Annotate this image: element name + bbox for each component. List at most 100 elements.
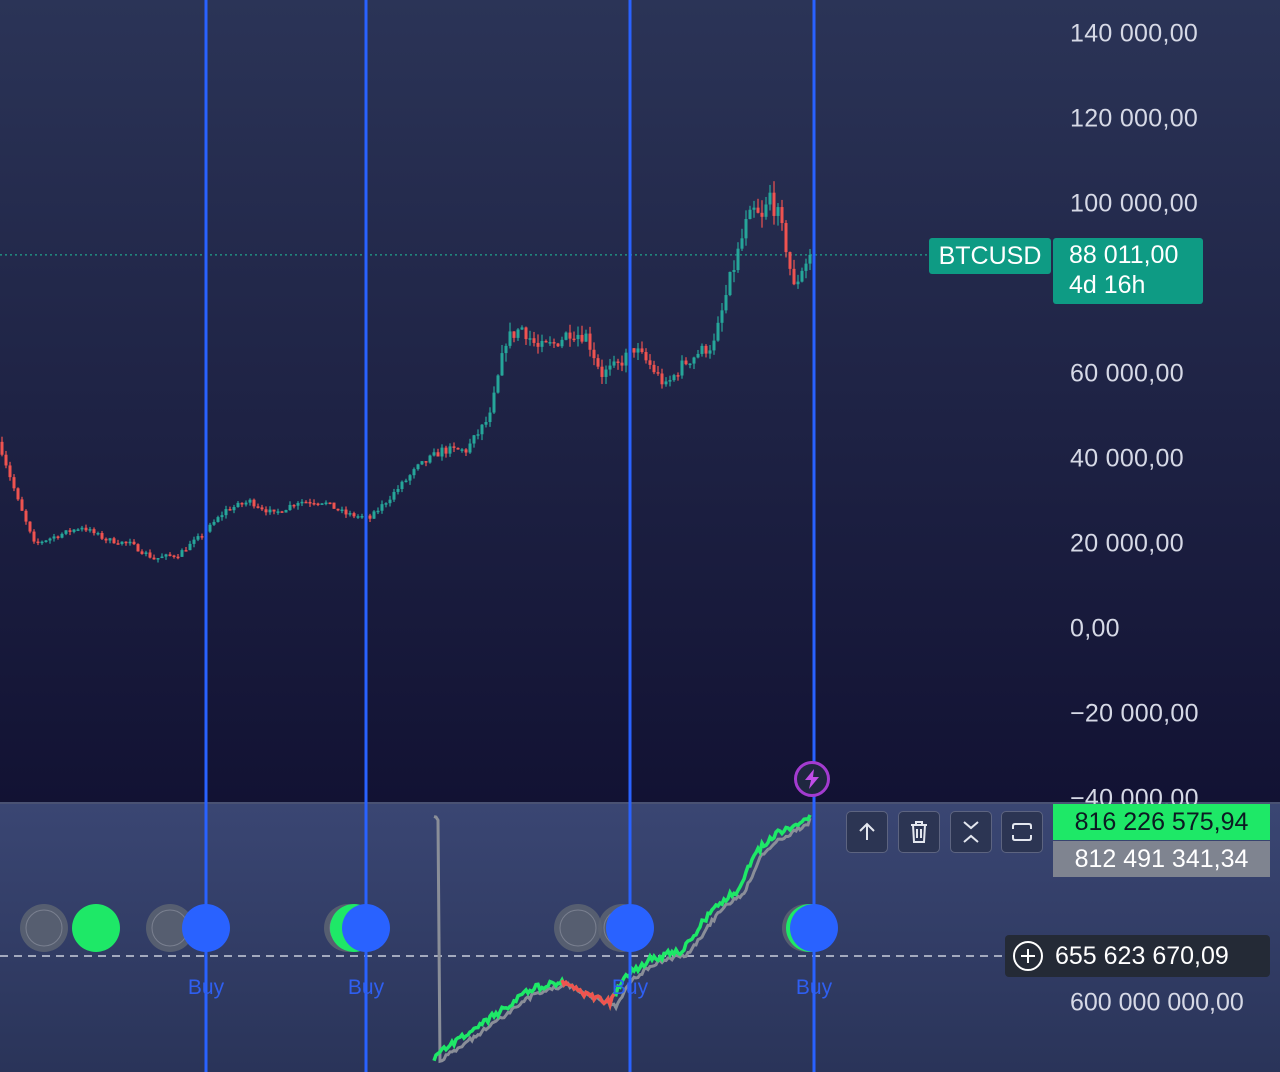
candle-body (736, 248, 740, 271)
candle-body (312, 503, 316, 505)
move-up-button[interactable] (846, 811, 888, 853)
candle-body (476, 434, 480, 436)
candle-body (556, 343, 560, 347)
buy-signal-label[interactable]: Buy (187, 976, 225, 999)
candle-body (88, 529, 92, 531)
candle-body (116, 543, 120, 545)
candle-body (160, 556, 164, 559)
signal-dot-inactive[interactable] (20, 904, 68, 952)
candle-body (200, 536, 204, 538)
candle-body (240, 502, 244, 505)
maximize-button[interactable] (1001, 811, 1043, 853)
candle-body (540, 340, 544, 347)
candle-body (236, 502, 240, 508)
candle-body (188, 543, 192, 551)
candle-body (336, 508, 340, 511)
candle-body (196, 536, 200, 540)
candle-body (704, 345, 708, 354)
signal-dot-blue[interactable] (342, 904, 390, 952)
candle-body (340, 509, 344, 512)
candle-body (436, 452, 440, 457)
candle-body (132, 541, 136, 545)
candle-body (112, 538, 116, 544)
candle-body (420, 461, 424, 465)
candle-body (128, 541, 132, 544)
candle-body (100, 532, 104, 539)
candle-body (412, 469, 416, 476)
candle-body (372, 511, 376, 519)
symbol-label[interactable]: BTCUSD (929, 238, 1051, 274)
candle-body (252, 499, 256, 507)
price-pane-background (0, 0, 1280, 803)
crosshair-value-label[interactable]: 655 623 670,09 (1005, 935, 1270, 977)
buy-signal-label[interactable]: Buy (611, 976, 649, 999)
price-axis-tick: 120 000,00 (1070, 104, 1199, 133)
candle-body (348, 513, 352, 515)
candle-body (536, 342, 540, 347)
candle-body (672, 375, 676, 381)
candle-body (52, 536, 56, 539)
signal-dot-inactive[interactable] (146, 904, 194, 952)
candle-body (680, 360, 684, 376)
signal-dot-inactive[interactable] (554, 904, 602, 952)
candle-body (792, 268, 796, 285)
candle-body (588, 333, 592, 350)
candle-body (332, 502, 336, 509)
signal-dot-blue[interactable] (606, 904, 654, 952)
signal-dot-green[interactable] (72, 904, 120, 952)
candle-body (48, 538, 52, 541)
candle-body (456, 447, 460, 450)
candle-body (752, 207, 756, 210)
last-price-value: 88 011,00 (1069, 241, 1179, 269)
candle-body (512, 331, 516, 338)
candle-body (652, 364, 656, 373)
candle-body (316, 503, 320, 506)
candle-body (284, 510, 288, 513)
price-axis-tick: 20 000,00 (1070, 529, 1184, 558)
candle-body (568, 332, 572, 339)
candle-body (260, 507, 264, 510)
candle-body (244, 502, 248, 505)
candle-body (64, 530, 68, 534)
candle-body (708, 350, 712, 354)
candle-body (648, 360, 652, 365)
buy-signal-label[interactable]: Buy (795, 976, 833, 999)
signal-dot-ring (25, 909, 63, 947)
trash-icon (911, 821, 927, 843)
signal-dot-blue[interactable] (182, 904, 230, 952)
candle-body (392, 491, 396, 500)
candle-body (616, 361, 620, 363)
candle-body (632, 348, 636, 353)
candle-body (480, 424, 484, 435)
candle-body (744, 219, 748, 239)
lightning-icon[interactable] (794, 761, 830, 797)
collapse-button[interactable] (950, 811, 992, 853)
candle-body (356, 516, 360, 518)
candle-body (620, 362, 624, 366)
candle-body (216, 517, 220, 522)
candle-body (0, 441, 4, 455)
signal-dot-blue[interactable] (790, 904, 838, 952)
candle-body (808, 254, 812, 264)
add-plus-icon[interactable] (1013, 941, 1043, 971)
delete-button[interactable] (898, 811, 940, 853)
candle-body (692, 357, 696, 364)
candle-body (256, 506, 260, 508)
event-lines[interactable] (204, 0, 816, 1072)
candle-body (448, 446, 452, 454)
candle-body (376, 510, 380, 513)
candle-body (40, 541, 44, 544)
candle-body (304, 501, 308, 504)
candle-body (172, 555, 176, 558)
buy-signal-label[interactable]: Buy (347, 976, 385, 999)
candle-body (668, 380, 672, 382)
candle-body (212, 521, 216, 525)
candle-body (488, 412, 492, 423)
candle-body (464, 449, 468, 453)
candle-body (496, 375, 500, 393)
candle-body (280, 511, 284, 513)
signal-dots[interactable] (20, 904, 838, 952)
candle-body (108, 538, 112, 541)
candle-body (328, 502, 332, 505)
candle-body (676, 375, 680, 377)
